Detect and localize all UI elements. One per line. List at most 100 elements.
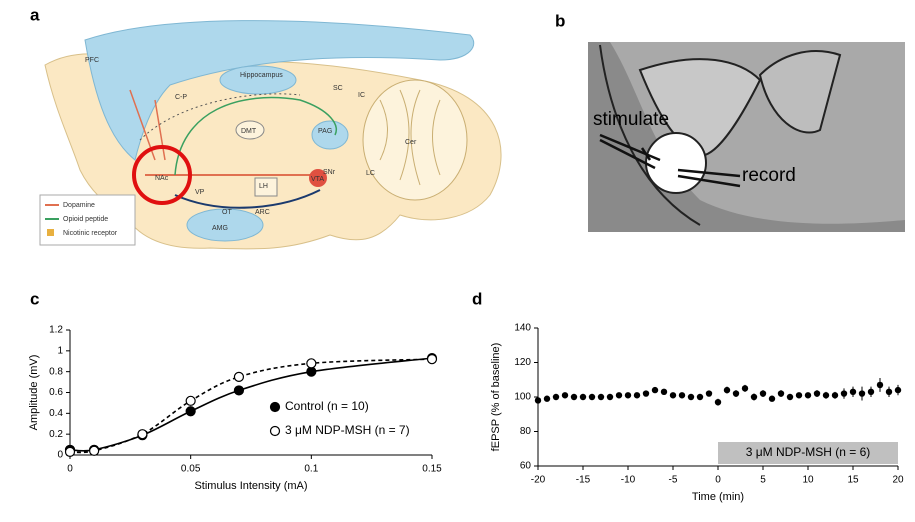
x-tick-label: 0 xyxy=(67,464,73,475)
data-point xyxy=(597,393,605,401)
data-point xyxy=(687,393,695,401)
data-point xyxy=(633,392,641,399)
brain-illustration xyxy=(39,20,502,250)
data-point xyxy=(723,386,731,394)
brain-label: VTA xyxy=(311,176,324,183)
data-point xyxy=(732,390,740,397)
x-tick-label: -5 xyxy=(669,475,678,486)
panel-letter: c xyxy=(30,289,39,308)
data-point xyxy=(233,371,245,382)
data-point xyxy=(426,354,438,365)
legend-label: 3 μM NDP-MSH (n = 7) xyxy=(285,423,410,437)
x-tick-label: 0.15 xyxy=(422,464,442,475)
x-tick-label: 20 xyxy=(892,475,904,486)
brain-label: PFC xyxy=(85,57,99,64)
slice-image xyxy=(588,42,905,232)
brain-label: Cer xyxy=(405,139,417,146)
data-point xyxy=(795,392,803,399)
y-tick-label: 0.4 xyxy=(49,408,63,419)
brain-label: DMT xyxy=(241,128,257,135)
data-point xyxy=(822,392,830,399)
x-tick-label: -15 xyxy=(576,475,591,486)
brain-label: LC xyxy=(366,170,375,177)
brain-label: NAc xyxy=(155,175,169,182)
x-tick-label: 0 xyxy=(715,475,721,486)
data-point xyxy=(306,358,317,369)
brain-label: IC xyxy=(358,92,365,99)
y-tick-label: 0.2 xyxy=(49,429,63,440)
data-point xyxy=(858,390,866,397)
x-tick-label: -10 xyxy=(621,475,636,486)
panel-letter: b xyxy=(555,11,565,30)
data-point xyxy=(768,395,776,402)
data-point xyxy=(624,392,632,399)
data-point xyxy=(849,388,857,396)
data-point xyxy=(885,388,893,396)
brain-label: SC xyxy=(333,85,343,92)
y-tick-label: 140 xyxy=(514,323,531,334)
data-point xyxy=(137,429,148,440)
x-tick-label: 15 xyxy=(847,475,859,486)
x-axis-label: Stimulus Intensity (mA) xyxy=(194,480,307,492)
data-point xyxy=(777,390,785,397)
data-point xyxy=(804,392,812,399)
data-point xyxy=(306,366,317,377)
data-point xyxy=(588,393,596,401)
brain-label: Hippocampus xyxy=(240,72,283,79)
data-point xyxy=(840,390,848,397)
fit-line xyxy=(69,358,433,454)
y-tick-label: 120 xyxy=(514,357,531,368)
data-point xyxy=(759,390,767,397)
data-point xyxy=(534,397,542,404)
legend-marker xyxy=(269,401,281,413)
y-tick-label: 60 xyxy=(520,461,532,472)
data-point xyxy=(579,393,587,401)
x-tick-label: 10 xyxy=(802,475,814,486)
treatment-bar xyxy=(718,442,898,464)
data-point xyxy=(750,393,758,401)
brain-label: SNr xyxy=(323,169,336,176)
data-point xyxy=(64,446,76,457)
image-label: record xyxy=(742,165,796,186)
brain-label: C-P xyxy=(175,94,187,101)
data-point xyxy=(185,406,196,417)
data-point xyxy=(876,381,884,389)
data-point xyxy=(813,390,821,397)
y-tick-label: 0.8 xyxy=(49,366,63,377)
data-point xyxy=(705,390,713,397)
panel-letter: a xyxy=(30,5,40,24)
y-tick-label: 100 xyxy=(514,392,531,403)
x-tick-label: 5 xyxy=(760,475,766,486)
data-point xyxy=(660,388,668,396)
data-point xyxy=(669,392,677,399)
data-point xyxy=(894,386,902,394)
data-point xyxy=(714,398,722,406)
y-tick-label: 1 xyxy=(57,345,63,356)
data-point xyxy=(570,393,578,401)
data-point xyxy=(561,392,569,399)
legend-label: Dopamine xyxy=(63,202,95,209)
brain-label: LH xyxy=(259,183,268,190)
treatment-label: 3 μM NDP-MSH (n = 6) xyxy=(746,445,871,459)
x-tick-label: 0.05 xyxy=(181,464,201,475)
brain-label: VP xyxy=(195,189,205,196)
brain-label: PAG xyxy=(318,128,332,135)
x-tick-label: 0.1 xyxy=(304,464,318,475)
y-tick-label: 80 xyxy=(520,426,532,437)
data-point xyxy=(606,393,614,401)
legend-label: Opioid peptide xyxy=(63,216,108,223)
data-point xyxy=(786,393,794,401)
brain-label: OT xyxy=(222,209,232,216)
data-point xyxy=(741,385,749,392)
data-point xyxy=(233,385,245,396)
data-point xyxy=(678,392,686,399)
data-point xyxy=(543,395,551,402)
x-axis-label: Time (min) xyxy=(692,491,744,503)
y-axis-label: Amplitude (mV) xyxy=(28,355,40,431)
legend-label: Control (n = 10) xyxy=(285,399,369,413)
image-label: stimulate xyxy=(593,109,669,130)
y-tick-label: 0.6 xyxy=(49,387,63,398)
brain-label: AMG xyxy=(212,225,228,232)
data-point xyxy=(696,393,704,401)
